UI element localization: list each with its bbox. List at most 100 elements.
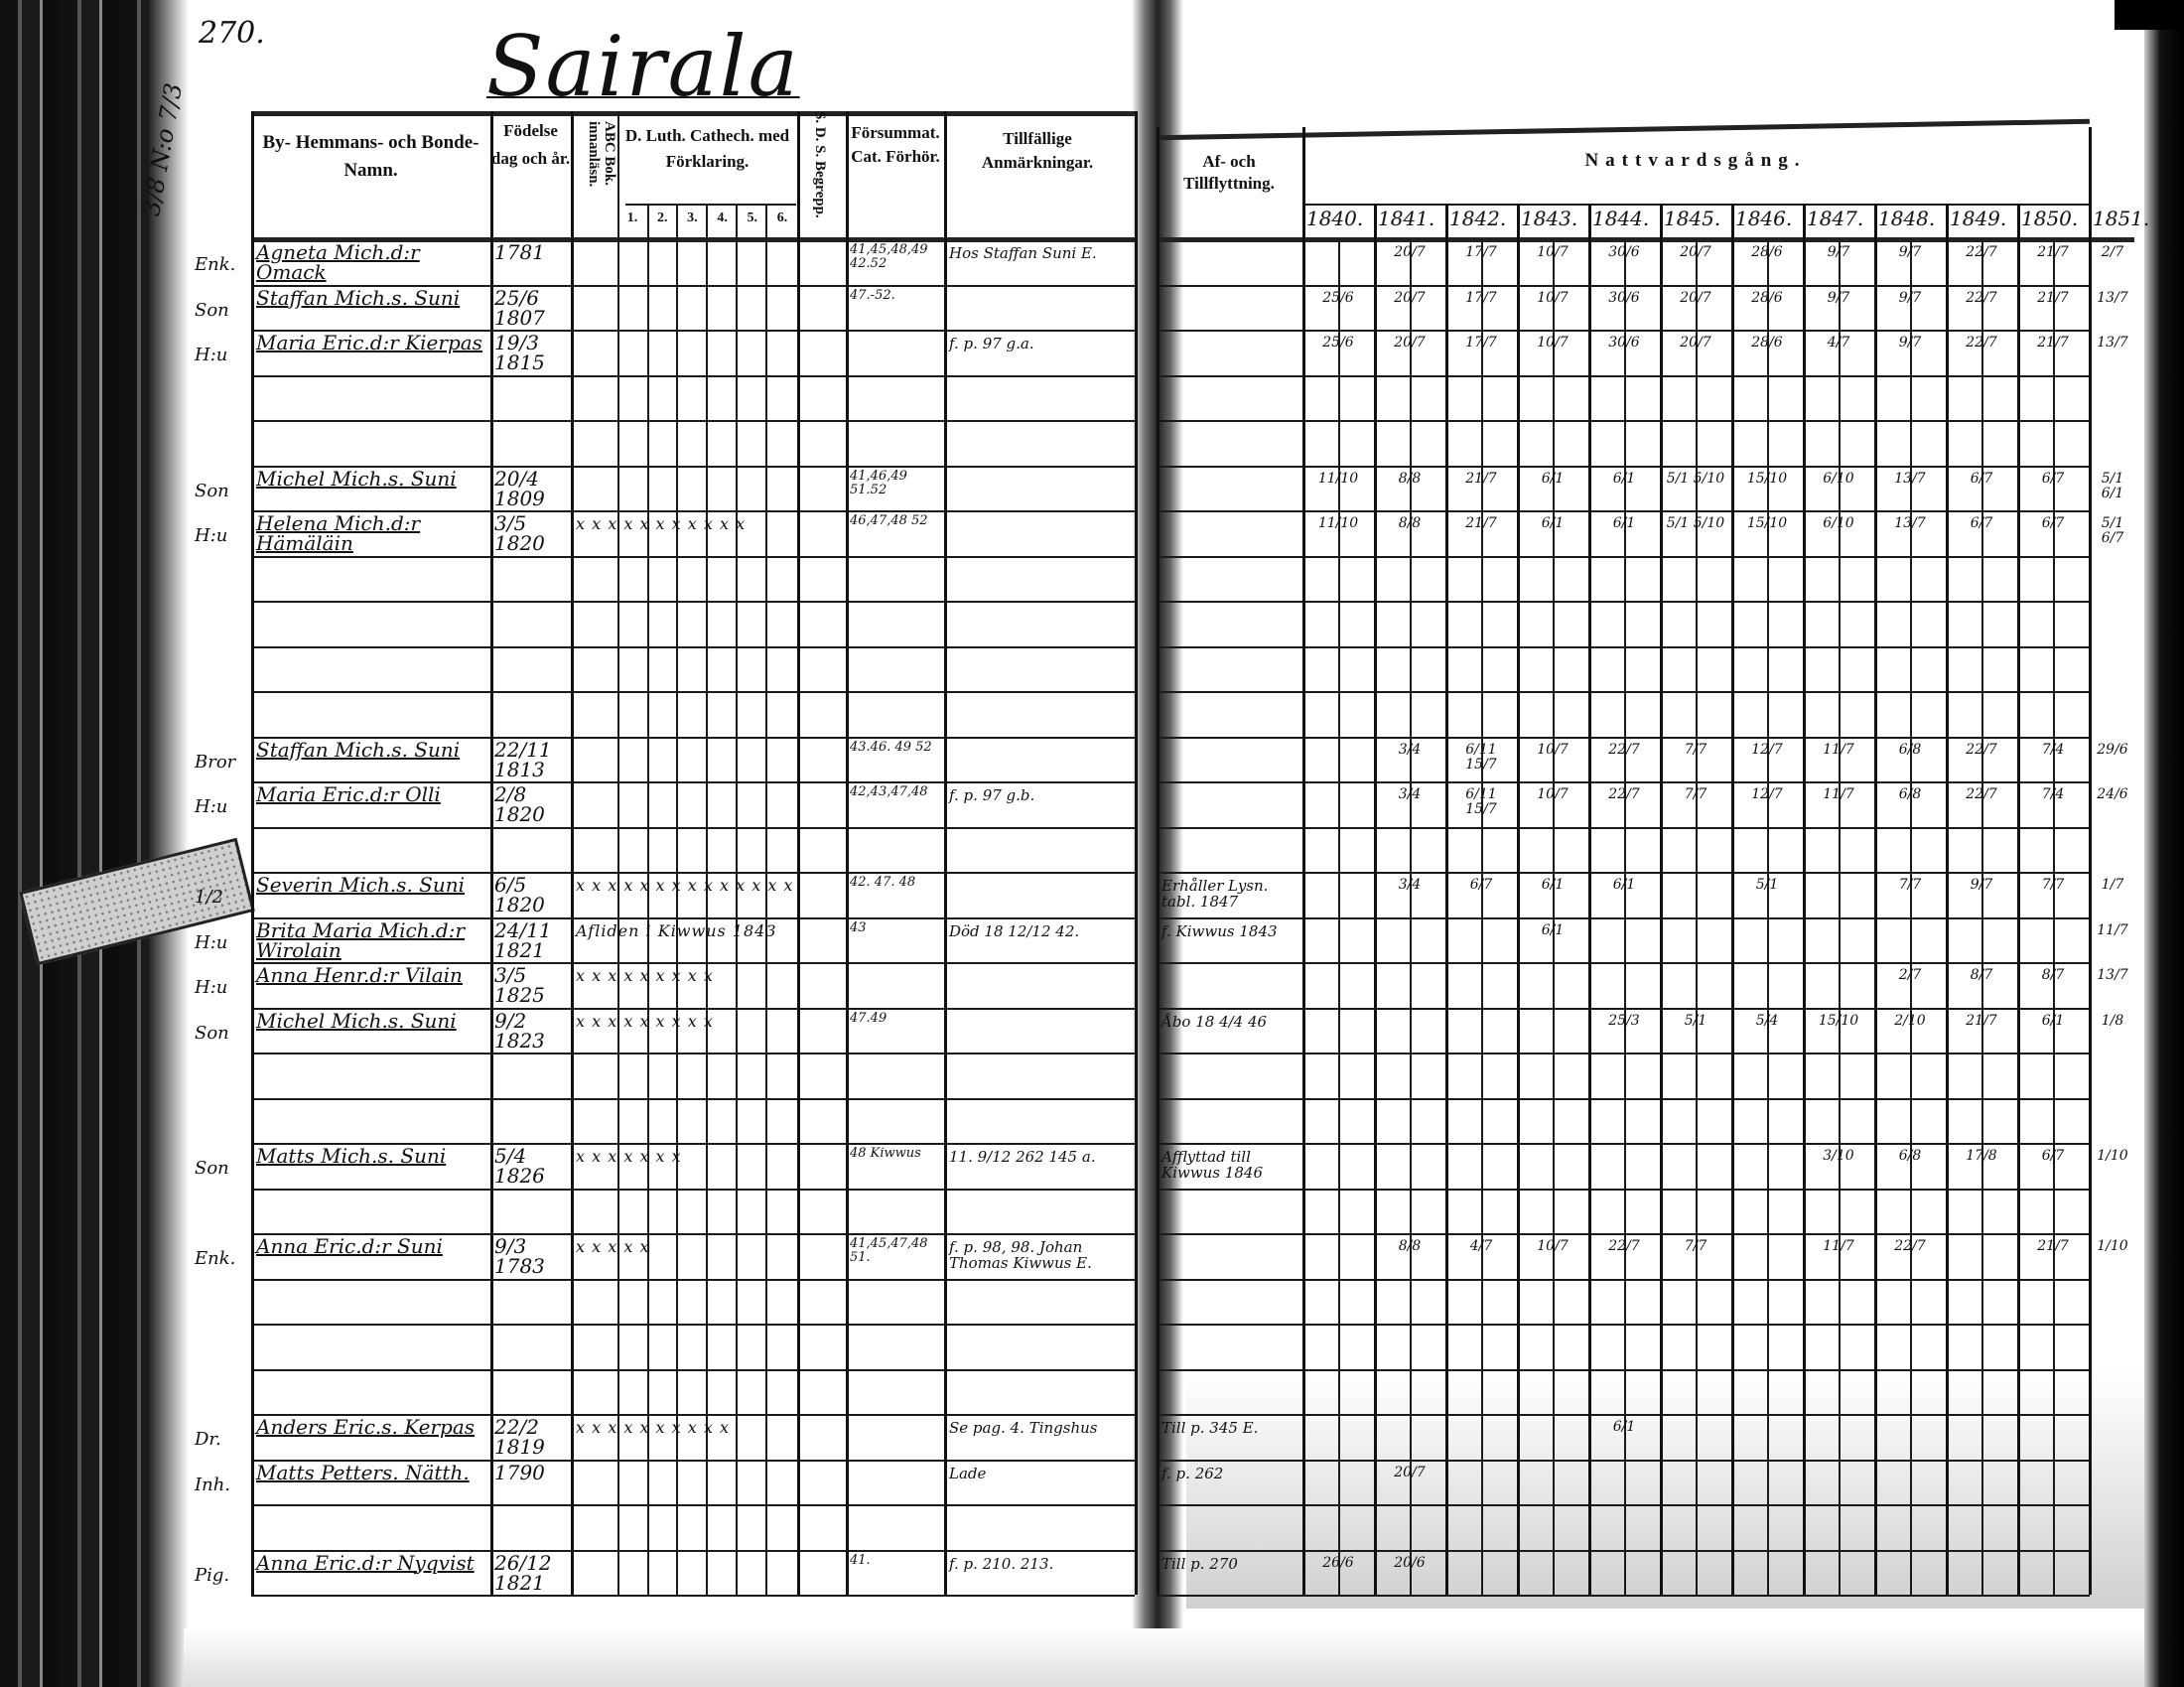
communion-date: 11/7 [1823, 1238, 1854, 1254]
communion-date: 6/1 [1541, 921, 1565, 938]
person-name: Anna Eric.d:r Suni [256, 1234, 443, 1258]
missed-examinations: 43.46. 49 52 [850, 739, 932, 755]
remarks: f. p. 97 g.b. [949, 786, 1035, 804]
column-rule [1803, 204, 1806, 1595]
communion-date: 13/7 [1894, 470, 1926, 487]
communion-date: 22/7 [1608, 786, 1640, 802]
header-name: By- Hemmans- och Bonde-Namn. [262, 132, 479, 181]
communion-date: 9/7 [1898, 289, 1922, 306]
row-rule [1157, 916, 2090, 919]
catechism-subheader-rule [625, 204, 796, 206]
row-rule [251, 330, 1135, 332]
row-rule [1157, 962, 2090, 964]
communion-date: 6/1 [1612, 515, 1636, 531]
communion-date: 6/8 [1898, 786, 1922, 802]
row-rule [251, 284, 1135, 287]
row-rule [1157, 1549, 2090, 1552]
missed-examinations: 41,45,47,48 51. [850, 1236, 928, 1265]
column-rule [944, 111, 947, 1595]
row-rule [251, 1549, 1135, 1552]
remarks: f. p. 98, 98. Johan Thomas Kiwwus E. [949, 1238, 1092, 1272]
column-rule [490, 111, 493, 1595]
communion-date: 10/7 [1537, 335, 1569, 351]
column-rule [1517, 204, 1520, 1595]
row-rule [1157, 1143, 2090, 1145]
communion-date: 25/6 [1322, 289, 1354, 306]
row-rule [251, 691, 1135, 693]
communion-date: 15/10 [1818, 1012, 1859, 1029]
birth-date: 1790 [494, 1460, 545, 1484]
header-catechism-part: 5. [747, 211, 758, 225]
person-name: Anders Eric.s. Kerpas [256, 1415, 476, 1439]
row-rule [1157, 374, 2090, 377]
row-rule [1157, 555, 2090, 558]
page-number: 270. [199, 16, 265, 51]
column-rule [1157, 127, 1160, 1595]
communion-date: 20/7 [1394, 244, 1426, 260]
row-rule [251, 1233, 1135, 1235]
row-rule [1157, 1233, 2090, 1235]
communion-date: 8/7 [2041, 967, 2065, 983]
communion-date: 20/7 [1394, 335, 1426, 351]
catechism-marks: x x x x x x x x x [576, 1011, 714, 1031]
row-rule [1157, 826, 2090, 829]
communion-date: 15/10 [1746, 470, 1788, 487]
communion-date: 9/7 [1827, 244, 1850, 260]
birth-date: 9/3 1783 [494, 1234, 545, 1278]
communion-date: 21/7 [1465, 470, 1497, 487]
communion-date: 10/7 [1537, 289, 1569, 306]
column-subrule [1410, 239, 1412, 1595]
communion-date: 10/7 [1537, 1238, 1569, 1254]
year-subheader-rule [1302, 204, 2089, 206]
page-shadow [1186, 1370, 2144, 1609]
row-rule [251, 1097, 1135, 1100]
row-rule [251, 1053, 1135, 1054]
communion-date: 21/7 [2037, 244, 2069, 260]
birth-date: 22/2 1819 [494, 1415, 545, 1459]
move-record: f. p. 262 [1161, 1464, 1224, 1482]
row-rule [1157, 510, 2090, 512]
communion-date: 5/4 [1755, 1012, 1779, 1029]
binding-shadow [149, 0, 189, 1687]
communion-date: 26/6 [1322, 1554, 1354, 1571]
move-record: Afflyttad till Kiwwus 1846 [1161, 1148, 1263, 1182]
column-subrule [1981, 239, 1983, 1595]
relation-mark: H:u [195, 931, 228, 953]
move-record: Åbo 18 4/4 46 [1161, 1012, 1268, 1031]
communion-date: 3/4 [1398, 741, 1422, 758]
column-rule [676, 204, 678, 1595]
row-rule [251, 1504, 1135, 1506]
communion-date: 11/7 [2097, 921, 2128, 938]
row-rule [1157, 284, 2090, 287]
remarks: f. p. 210. 213. [949, 1554, 1054, 1573]
row-rule [1157, 872, 2090, 874]
communion-date: 10/7 [1537, 741, 1569, 758]
communion-date: 6/1 [1541, 515, 1565, 531]
header-catechism-part: 6. [776, 211, 788, 225]
row-rule [1157, 1459, 2090, 1462]
row-rule [1157, 1595, 2090, 1597]
column-rule [1874, 204, 1877, 1595]
row-rule [1157, 1278, 2090, 1281]
communion-date: 9/7 [1898, 335, 1922, 351]
column-rule [2017, 204, 2020, 1595]
remarks: Hos Staffan Suni E. [949, 244, 1097, 262]
row-rule [1157, 1414, 2090, 1416]
header-bottom-rule [251, 237, 1135, 242]
communion-date: 8/8 [1398, 470, 1422, 487]
header-top-rule [251, 111, 1135, 116]
person-name: Staffan Mich.s. Suni [256, 285, 461, 310]
birth-date: 5/4 1826 [494, 1144, 545, 1188]
person-name: Maria Eric.d:r Kierpas [256, 331, 482, 354]
row-rule [1157, 465, 2090, 468]
relation-mark: Pig. [195, 1564, 230, 1586]
catechism-marks: Afliden i Kiwwus 1843 [576, 920, 777, 940]
communion-date: 30/6 [1608, 335, 1640, 351]
column-subrule [1910, 239, 1912, 1595]
birth-date: 1781 [494, 240, 545, 264]
row-rule [251, 736, 1135, 739]
row-rule [251, 916, 1135, 919]
communion-date: 28/6 [1751, 244, 1783, 260]
relation-mark: Inh. [195, 1474, 231, 1495]
relation-mark: Son [195, 480, 229, 501]
